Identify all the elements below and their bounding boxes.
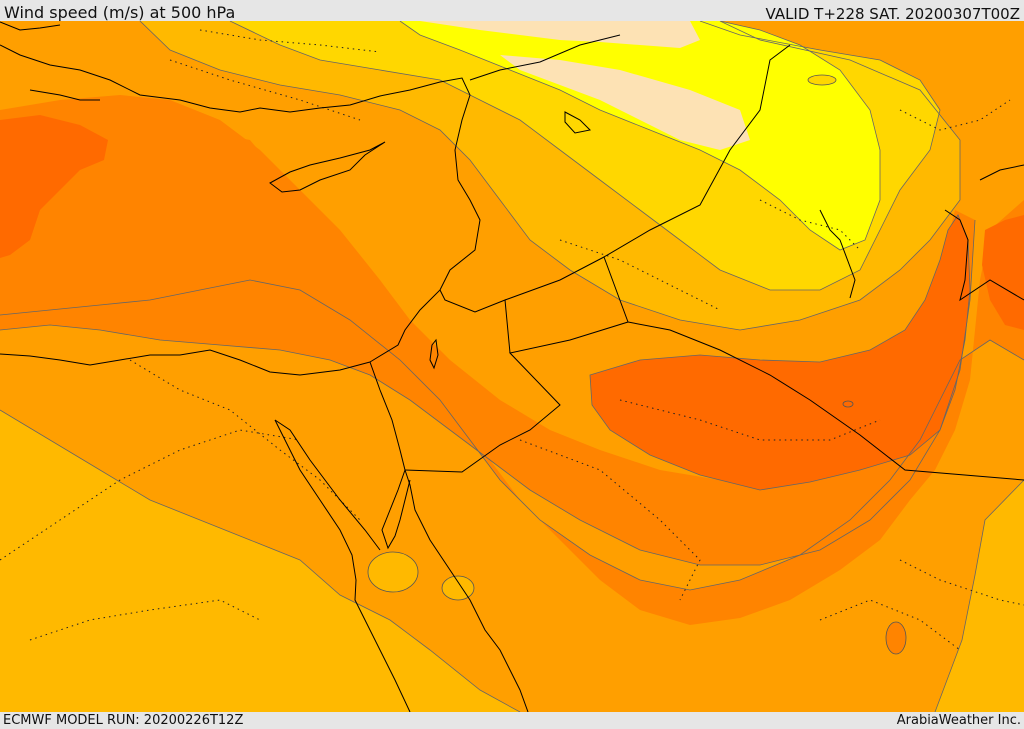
wind-band-25-30-main bbox=[0, 95, 975, 565]
wind-band-30-plus-far-east bbox=[982, 215, 1024, 330]
wind-band-0-5-b bbox=[500, 55, 750, 150]
wind-patch-south-east bbox=[885, 621, 907, 655]
wind-patch-max bbox=[842, 400, 854, 408]
coastlines bbox=[0, 21, 1024, 712]
contour-lines bbox=[0, 21, 1024, 712]
wind-patch-hejaz bbox=[441, 575, 475, 601]
map-title: Wind speed (m/s) at 500 hPa bbox=[4, 3, 236, 22]
map-area bbox=[0, 21, 1024, 712]
map-header: Wind speed (m/s) at 500 hPa VALID T+228 … bbox=[0, 0, 1024, 23]
wind-band-0-5 bbox=[420, 21, 700, 48]
model-run: ECMWF MODEL RUN: 20200226T12Z bbox=[3, 713, 244, 728]
wind-band-30-plus-west bbox=[0, 115, 108, 258]
wind-patch-caspian bbox=[807, 74, 837, 86]
dotted-isolines bbox=[0, 29, 1024, 651]
wind-band-30-plus-east bbox=[590, 215, 970, 490]
wind-band-15-20-sw bbox=[0, 410, 520, 712]
wind-band-5-10 bbox=[400, 21, 880, 250]
valid-time: VALID T+228 SAT. 20200307T00Z bbox=[765, 5, 1020, 23]
credit: ArabiaWeather Inc. bbox=[896, 713, 1021, 728]
wind-patch-red-sea bbox=[367, 551, 419, 593]
wind-speed-map bbox=[0, 21, 1024, 712]
map-footer: ECMWF MODEL RUN: 20200226T12Z ArabiaWeat… bbox=[0, 712, 1024, 729]
